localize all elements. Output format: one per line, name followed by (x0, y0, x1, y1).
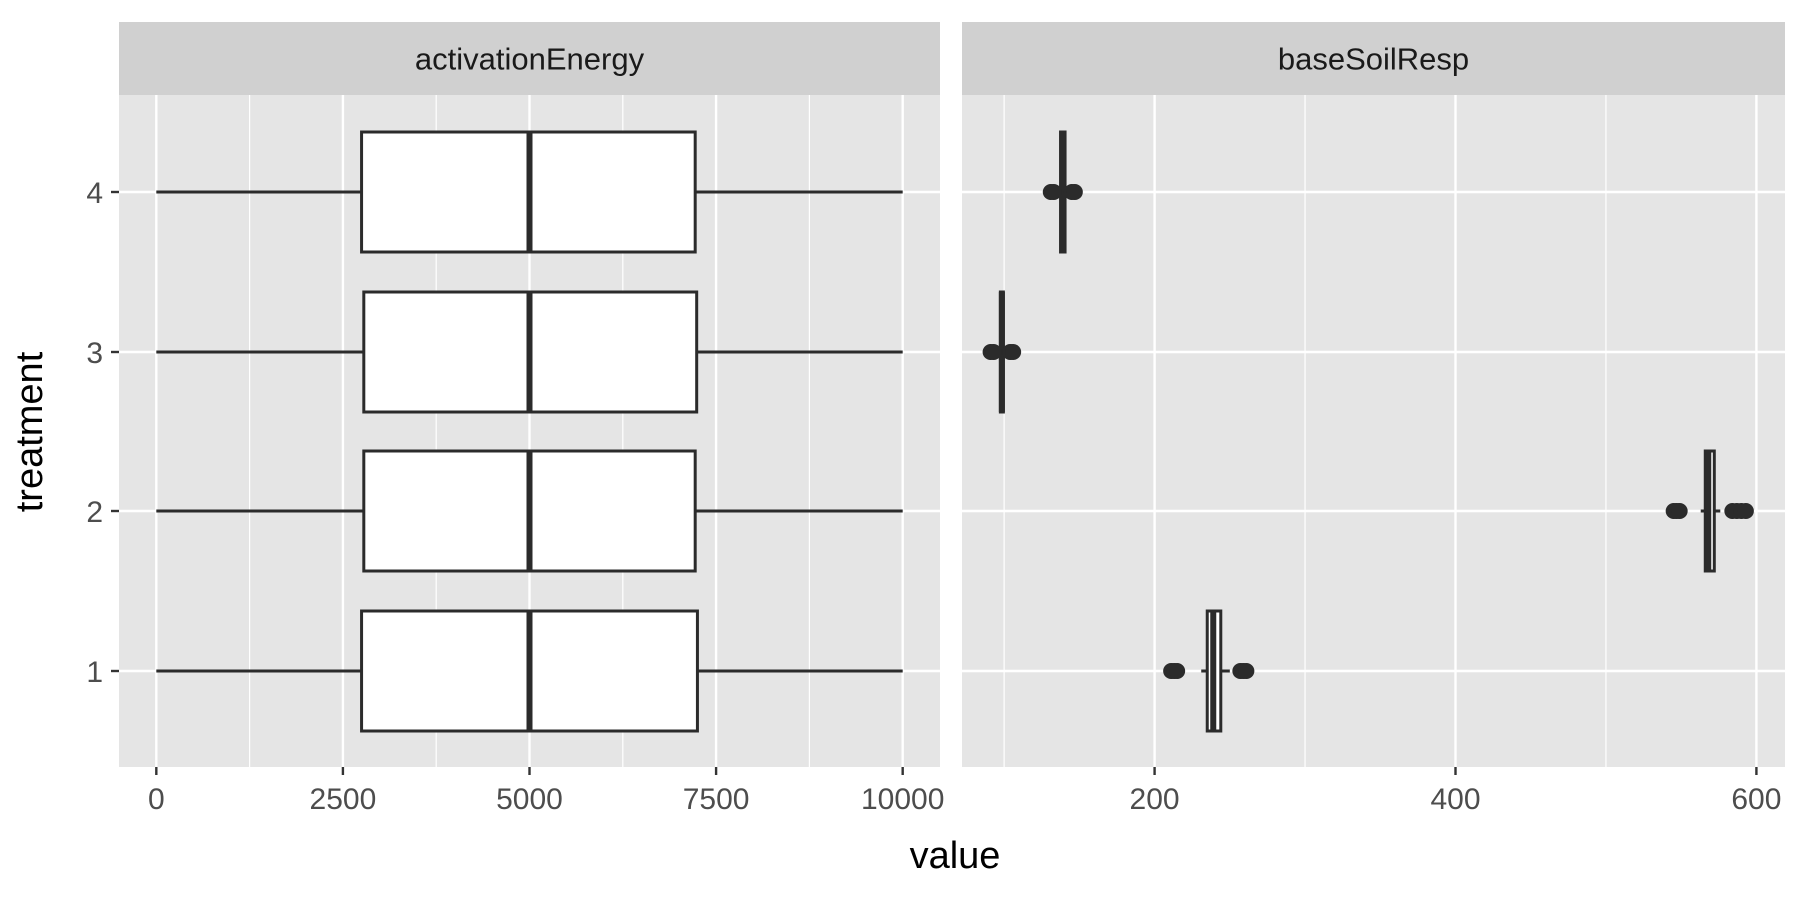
outlier-point (1737, 503, 1754, 519)
boxplot-treatment-4 (156, 130, 903, 254)
facet-panel-2: baseSoilResp 200 400 600 (962, 22, 1785, 816)
panels-layer: activationEnergy 0 2500 5000 7500 10000 baseSo… (119, 22, 1785, 816)
outlier-point (1045, 184, 1062, 200)
outlier-point (985, 344, 1002, 360)
outlier-point (1005, 344, 1022, 360)
facet-strip (119, 22, 940, 95)
boxplot-treatment-2 (156, 449, 903, 573)
x-tick-label: 7500 (683, 783, 750, 816)
outlier-point (1066, 184, 1083, 200)
x-axis-title: value (910, 835, 1001, 877)
facet-strip-label: activationEnergy (415, 42, 645, 77)
boxplot-treatment-2 (1665, 449, 1754, 573)
boxplot-treatment-1 (1163, 609, 1255, 733)
panel-background (962, 95, 1785, 767)
x-tick-label: 0 (148, 783, 165, 816)
facet-panel-1: activationEnergy 0 2500 5000 7500 10000 (119, 22, 944, 816)
y-tick-label: 3 (86, 337, 103, 370)
x-tick-label: 600 (1731, 783, 1781, 816)
outlier-point (1671, 503, 1688, 519)
boxplot-treatment-4 (1042, 130, 1083, 254)
x-tick-label: 200 (1130, 783, 1180, 816)
facet-strip-label: baseSoilResp (1278, 42, 1469, 77)
y-axis: 1 2 3 4 (86, 177, 119, 689)
boxplot-treatment-1 (156, 609, 903, 733)
x-tick-label: 10000 (861, 783, 944, 816)
y-tick-label: 1 (86, 656, 103, 689)
x-tick-label: 400 (1430, 783, 1480, 816)
x-tick-label: 2500 (310, 783, 377, 816)
boxplot-treatment-3 (156, 290, 903, 414)
facet-strip (962, 22, 1785, 95)
y-axis-title: treatment (9, 351, 51, 512)
outlier-point (1169, 663, 1186, 679)
boxplot-treatment-3 (982, 290, 1022, 414)
y-tick-label: 2 (86, 496, 103, 529)
y-tick-label: 4 (86, 177, 103, 210)
outlier-point (1238, 663, 1255, 679)
x-tick-label: 5000 (496, 783, 563, 816)
